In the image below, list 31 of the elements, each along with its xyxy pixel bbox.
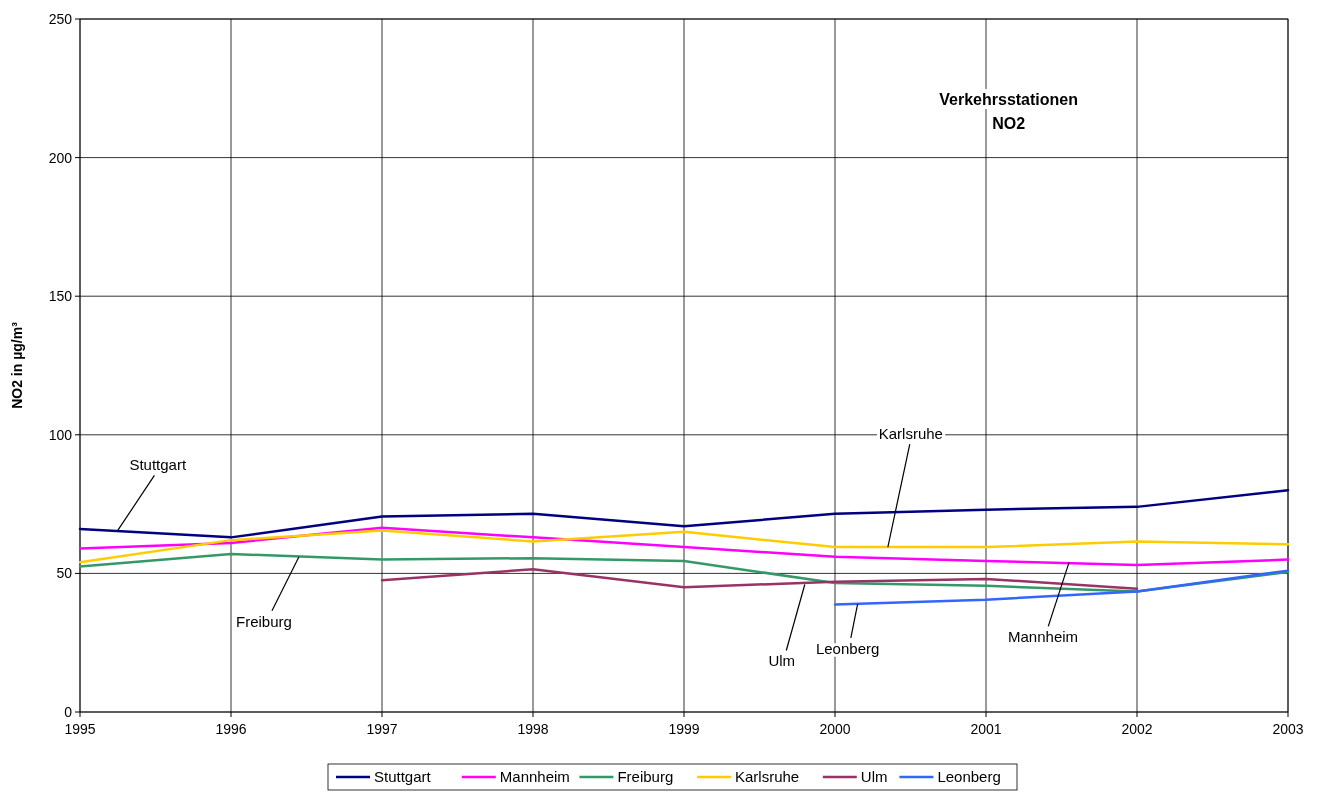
y-tick-label: 250 (48, 10, 73, 27)
y-tick-label: 0 (64, 703, 73, 720)
x-tick-label: 2002 (1121, 721, 1153, 737)
annotation: Stuttgart (129, 456, 187, 474)
legend-label: Karlsruhe (735, 768, 800, 785)
x-tick-label: 2001 (970, 721, 1002, 737)
y-axis-title: NO2 in µg/m³ (9, 321, 25, 409)
legend-label: Leonberg (937, 768, 1001, 785)
x-tick-label: 2000 (819, 721, 851, 737)
legend-label: Ulm (860, 768, 888, 785)
x-tick-label: 1997 (366, 721, 398, 737)
line-series (78, 488, 1290, 539)
line-series (380, 567, 1139, 590)
annotation: Leonberg (815, 639, 880, 657)
x-tick-label: 1995 (64, 721, 96, 737)
annotation: Freiburg (236, 612, 292, 630)
legend-label: Freiburg (617, 768, 674, 785)
x-tick-label: 1999 (668, 721, 700, 737)
x-tick-label: 1996 (215, 721, 247, 737)
x-tick-label: 2003 (1272, 721, 1304, 737)
y-tick-label: 200 (48, 149, 73, 166)
y-tick-label: 50 (56, 565, 73, 582)
y-tick-label: 150 (48, 288, 73, 305)
line-series (833, 569, 1290, 606)
y-tick-label: 100 (48, 426, 73, 443)
annotation: Mannheim (1008, 628, 1079, 646)
legend-label: Mannheim (499, 768, 570, 785)
legend-label: Stuttgart (374, 768, 432, 785)
x-tick-label: 1998 (517, 721, 549, 737)
annotation: Ulm (768, 652, 796, 670)
text: Verkehrsstationen NO2 (939, 90, 1079, 132)
